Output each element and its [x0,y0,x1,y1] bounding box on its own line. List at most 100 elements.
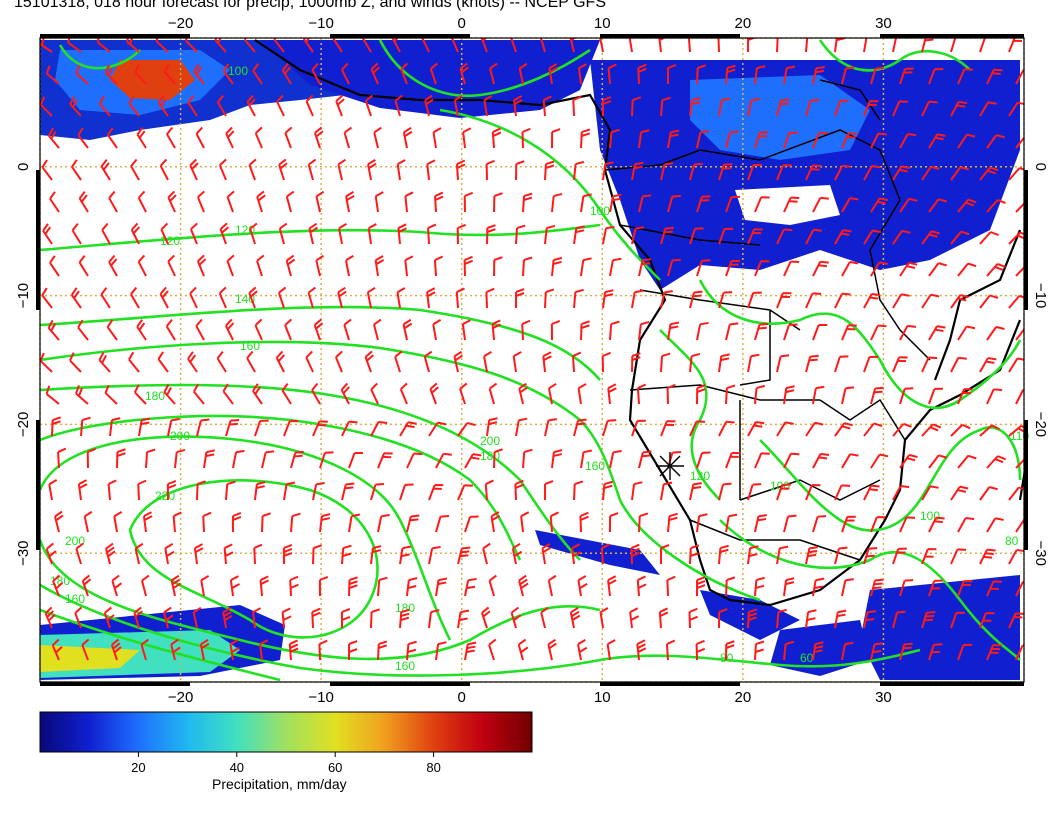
wind-barb [224,318,235,341]
wind-barb [434,191,444,213]
wind-barb [493,448,503,469]
wind-barb [812,66,825,85]
wind-barb [377,513,390,533]
wind-barb [163,606,174,629]
wind-barb [638,258,652,277]
wind-barb [42,223,53,245]
wind-barb [631,419,646,437]
wind-barb [318,639,328,661]
wind-barb [834,38,846,53]
wind-barb [192,606,202,629]
wind-barb [216,351,227,373]
contour-line [439,108,661,281]
map-title: 15101318, 018 hour forecast for precip, … [14,0,606,11]
wind-barb [630,543,640,565]
wind-barb [486,224,496,245]
wind-barb [283,420,299,437]
wind-barb [343,318,352,341]
wind-barb [332,38,343,53]
wind-barb [834,292,851,309]
wind-barb [167,190,177,213]
contour-label: 180 [395,601,415,615]
wind-barb [261,450,275,469]
wind-barb [190,222,198,245]
wind-barb [1008,101,1024,117]
wind-barb [335,94,345,117]
wind-barb [921,485,939,501]
wind-barb [134,64,147,85]
wind-barb [285,190,295,213]
wind-barb [428,484,444,501]
wind-barb [486,417,498,437]
wind-barb [544,480,554,501]
wind-barb [459,62,469,85]
wind-barb [841,132,858,149]
wind-barb [718,97,731,117]
wind-barb [52,574,64,597]
wind-barb [104,64,118,85]
wind-barb [776,421,794,437]
wind-barb [197,190,205,213]
wind-barb [1008,548,1024,565]
wind-barb [718,544,729,565]
wind-barb [47,127,60,149]
wind-barb [892,356,908,373]
wind-barb [609,449,622,469]
wind-barb [232,449,245,469]
wind-barb [747,38,757,53]
wind-barb [276,94,285,117]
wind-barb [776,608,787,629]
wind-barb [783,640,795,661]
wind-barb [957,388,973,405]
wind-barb [193,383,205,405]
wind-barb [184,38,198,53]
wind-barb [573,160,585,181]
lat-tick-label-left: 0 [15,163,32,171]
wind-barb [580,320,590,341]
wind-barb [812,452,830,469]
contour-label: 80 [1005,534,1019,548]
wind-barb [428,421,447,437]
wind-barb [307,158,317,181]
wind-barb [485,287,495,309]
wind-barb [754,131,769,149]
contour-line [40,608,281,682]
wind-barb [899,642,913,661]
wind-barb [174,448,186,469]
wind-barb [195,126,205,149]
wind-barb [580,128,591,149]
wind-barb [725,452,741,469]
wind-barb [577,63,587,85]
wind-barb [834,164,851,181]
wind-barb [776,38,779,53]
contour-line [759,426,1022,532]
wind-barb [776,228,793,245]
wind-barb [459,382,468,405]
wind-barb [199,638,210,661]
wind-barb [812,515,827,533]
wind-barb [187,351,198,373]
wind-barb [979,486,998,501]
wind-barb [521,319,531,341]
wind-barb [45,65,60,85]
wind-barb [348,576,358,597]
wind-barb [696,513,708,533]
wind-barb [834,609,847,629]
wind-barb [665,639,676,661]
wind-barb [399,545,412,565]
wind-barb [166,126,176,149]
wind-barb [979,166,999,181]
wind-barb [579,511,589,533]
wind-barb [899,453,918,469]
wind-barb [522,256,533,277]
wind-barb [660,226,674,245]
wind-barb [577,638,588,661]
wind-barb [485,159,495,181]
wind-barb [950,423,971,437]
wind-barb [370,482,385,501]
wind-barb [696,259,711,277]
wind-barb [572,351,582,373]
wind-barb [696,321,709,341]
wind-barb [402,126,413,149]
wind-barb [689,162,703,181]
